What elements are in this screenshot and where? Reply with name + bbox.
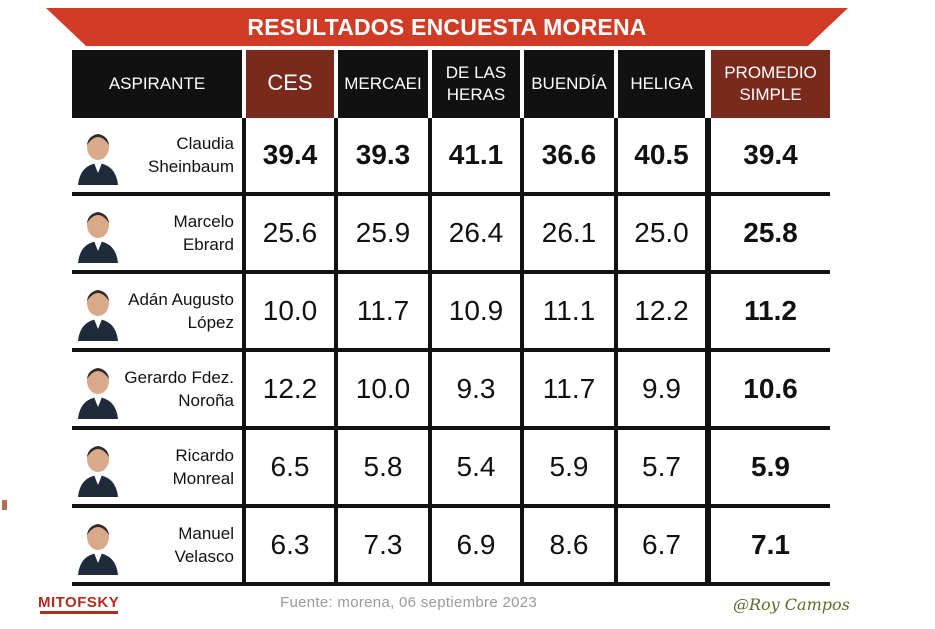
- average-value-cell: 10.6: [705, 350, 830, 430]
- poll-value-cell: 26.4: [428, 194, 522, 274]
- poll-value-cell: 5.8: [334, 428, 430, 508]
- poll-value-cell: 40.5: [614, 118, 708, 196]
- mitofsky-logo: MITOFSKY: [38, 594, 120, 611]
- poll-value-cell: 9.9: [614, 350, 708, 430]
- poll-value-cell: 9.3: [428, 350, 522, 430]
- average-value-cell: 7.1: [705, 506, 830, 586]
- column-header-promedio-simple: PROMEDIO SIMPLE: [705, 50, 830, 118]
- average-value-cell: 25.8: [705, 194, 830, 274]
- poll-value-cell: 39.4: [242, 118, 336, 196]
- candidate-photo: [74, 283, 122, 341]
- poll-value-cell: 25.9: [334, 194, 430, 274]
- candidate-name: Ricardo Monreal: [172, 446, 234, 488]
- candidate-photo: [74, 127, 122, 185]
- average-value-cell: 5.9: [705, 428, 830, 508]
- poll-value-cell: 12.2: [242, 350, 336, 430]
- poll-value-cell: 6.3: [242, 506, 336, 586]
- candidate-photo: [74, 205, 122, 263]
- poll-value-cell: 6.5: [242, 428, 336, 508]
- poll-value-cell: 8.6: [520, 506, 616, 586]
- average-value-cell: 39.4: [705, 118, 830, 196]
- title-banner: RESULTADOS ENCUESTA MORENA: [46, 8, 848, 46]
- poll-value-cell: 11.1: [520, 272, 616, 352]
- column-header-mercaei: MERCAEI: [334, 50, 430, 118]
- candidate-cell: Ricardo Monreal: [72, 428, 244, 508]
- poll-value-cell: 5.4: [428, 428, 522, 508]
- table-row: Gerardo Fdez. Noroña 12.2 10.0 9.3 11.7 9.9 1…: [72, 350, 830, 430]
- table-row: Adán Augusto López 10.0 11.7 10.9 11.1 12.2 1…: [72, 272, 830, 352]
- poll-value-cell: 6.9: [428, 506, 522, 586]
- poll-value-cell: 25.6: [242, 194, 336, 274]
- candidate-name: Adán Augusto López: [128, 290, 234, 332]
- poll-value-cell: 6.7: [614, 506, 708, 586]
- poll-value-cell: 10.0: [334, 350, 430, 430]
- logo-underline: [40, 611, 118, 614]
- candidate-photo: [74, 439, 122, 497]
- edge-mark: [2, 500, 7, 510]
- table-row: Ricardo Monreal 6.5 5.8 5.4 5.9 5.7 5.9: [72, 428, 830, 508]
- candidate-cell: Gerardo Fdez. Noroña: [72, 350, 244, 430]
- candidate-name: Gerardo Fdez. Noroña: [124, 368, 234, 410]
- poll-value-cell: 11.7: [334, 272, 430, 352]
- average-value-cell: 11.2: [705, 272, 830, 352]
- column-header-heliga: HELIGA: [614, 50, 708, 118]
- header-row: ASPIRANTE CES MERCAEI DE LAS HERAS BUEND…: [72, 50, 830, 118]
- poll-value-cell: 12.2: [614, 272, 708, 352]
- column-header-ces: CES: [242, 50, 336, 118]
- poll-value-cell: 26.1: [520, 194, 616, 274]
- chart-title: RESULTADOS ENCUESTA MORENA: [247, 13, 647, 40]
- candidate-cell: Claudia Sheinbaum: [72, 118, 244, 196]
- results-table: ASPIRANTE CES MERCAEI DE LAS HERAS BUEND…: [72, 50, 830, 586]
- poll-value-cell: 41.1: [428, 118, 522, 196]
- candidate-name: Marcelo Ebrard: [173, 212, 234, 254]
- poll-value-cell: 10.0: [242, 272, 336, 352]
- candidate-photo: [74, 361, 122, 419]
- poll-value-cell: 7.3: [334, 506, 430, 586]
- candidate-name: Manuel Velasco: [174, 524, 234, 566]
- candidate-photo: [74, 517, 122, 575]
- poll-value-cell: 36.6: [520, 118, 616, 196]
- poll-value-cell: 11.7: [520, 350, 616, 430]
- candidate-cell: Adán Augusto López: [72, 272, 244, 352]
- candidate-name: Claudia Sheinbaum: [147, 134, 234, 176]
- candidate-cell: Manuel Velasco: [72, 506, 244, 586]
- poll-value-cell: 5.7: [614, 428, 708, 508]
- poll-value-cell: 5.9: [520, 428, 616, 508]
- table-row: Marcelo Ebrard 25.6 25.9 26.4 26.1 25.0 25.8: [72, 194, 830, 274]
- poll-value-cell: 25.0: [614, 194, 708, 274]
- column-header-buendia: BUENDÍA: [520, 50, 616, 118]
- table-row: Manuel Velasco 6.3 7.3 6.9 8.6 6.7 7.1: [72, 506, 830, 586]
- column-header-de-las-heras: DE LAS HERAS: [428, 50, 522, 118]
- poll-value-cell: 39.3: [334, 118, 430, 196]
- poll-value-cell: 10.9: [428, 272, 522, 352]
- author-signature: @Roy Campos: [733, 595, 850, 614]
- column-header-aspirante: ASPIRANTE: [72, 50, 244, 118]
- table-row: Claudia Sheinbaum 39.4 39.3 41.1 36.6 40.5 39…: [72, 118, 830, 196]
- source-note: Fuente: morena, 06 septiembre 2023: [280, 594, 538, 611]
- candidate-cell: Marcelo Ebrard: [72, 194, 244, 274]
